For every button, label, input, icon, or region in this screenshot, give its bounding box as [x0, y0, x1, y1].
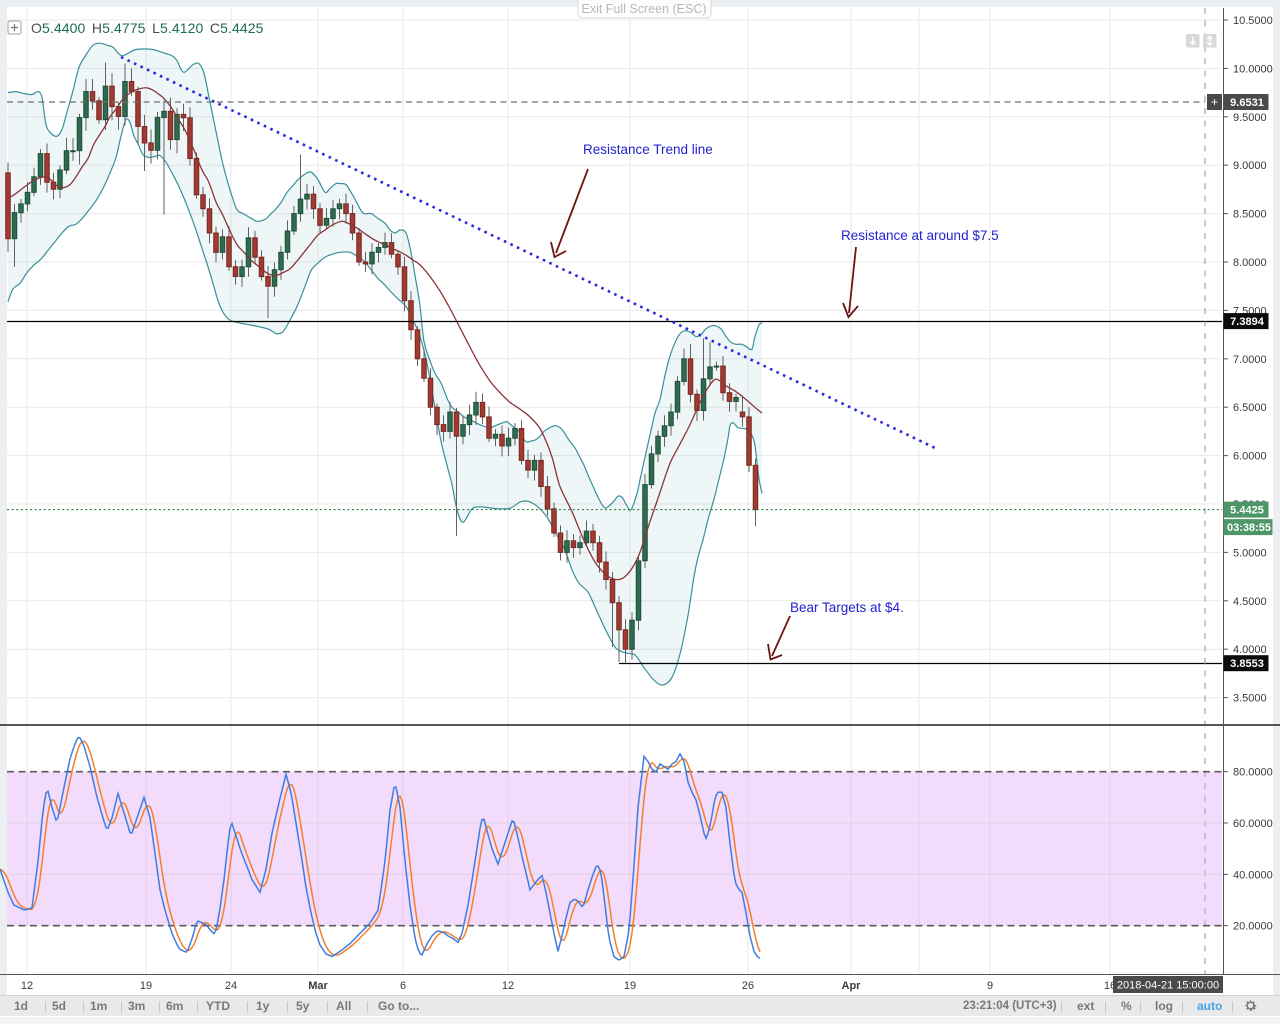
svg-text:8.5000: 8.5000 [1233, 209, 1267, 221]
svg-text:40.0000: 40.0000 [1233, 869, 1273, 881]
svg-text:6.0000: 6.0000 [1233, 451, 1267, 463]
svg-text:10.5000: 10.5000 [1233, 15, 1273, 27]
svg-text:Mar: Mar [308, 980, 328, 992]
svg-text:5.4425: 5.4425 [1230, 505, 1264, 517]
svg-text:60.0000: 60.0000 [1233, 818, 1273, 830]
svg-text:4.0000: 4.0000 [1233, 644, 1267, 656]
svg-text:9.5000: 9.5000 [1233, 112, 1267, 124]
svg-text:12: 12 [502, 980, 514, 992]
svg-text:5.0000: 5.0000 [1233, 547, 1267, 559]
svg-text:9.0000: 9.0000 [1233, 160, 1267, 172]
svg-text:19: 19 [624, 980, 636, 992]
svg-text:6.5000: 6.5000 [1233, 402, 1267, 414]
svg-text:Bear Targets at $4.: Bear Targets at $4. [790, 600, 904, 615]
svg-text:3.8553: 3.8553 [1230, 658, 1264, 670]
svg-text:4.5000: 4.5000 [1233, 596, 1267, 608]
svg-text:Resistance at around $7.5: Resistance at around $7.5 [841, 228, 999, 243]
svg-text:6: 6 [400, 980, 406, 992]
svg-text:2018-04-21 15:00:00: 2018-04-21 15:00:00 [1117, 980, 1219, 992]
svg-text:80.0000: 80.0000 [1233, 767, 1273, 779]
svg-text:03:38:55: 03:38:55 [1227, 522, 1271, 534]
svg-text:8.0000: 8.0000 [1233, 257, 1267, 269]
svg-text:9.6531: 9.6531 [1230, 97, 1264, 109]
svg-text:10.0000: 10.0000 [1233, 63, 1273, 75]
svg-text:O5.4400 H5.4775 L5.4120 C5.442: O5.4400 H5.4775 L5.4120 C5.4425 [31, 20, 264, 36]
svg-text:9: 9 [987, 980, 993, 992]
svg-text:7.3894: 7.3894 [1230, 316, 1265, 328]
svg-text:+: + [1211, 95, 1218, 109]
svg-text:19: 19 [140, 980, 152, 992]
svg-text:20.0000: 20.0000 [1233, 921, 1273, 933]
svg-text:Exit Full Screen (ESC): Exit Full Screen (ESC) [581, 2, 706, 16]
svg-text:3.5000: 3.5000 [1233, 693, 1267, 705]
svg-text:7.0000: 7.0000 [1233, 354, 1267, 366]
svg-text:26: 26 [742, 980, 754, 992]
svg-text:Apr: Apr [842, 980, 862, 992]
svg-text:Resistance Trend line: Resistance Trend line [583, 142, 713, 157]
svg-text:12: 12 [21, 980, 33, 992]
svg-text:24: 24 [225, 980, 237, 992]
